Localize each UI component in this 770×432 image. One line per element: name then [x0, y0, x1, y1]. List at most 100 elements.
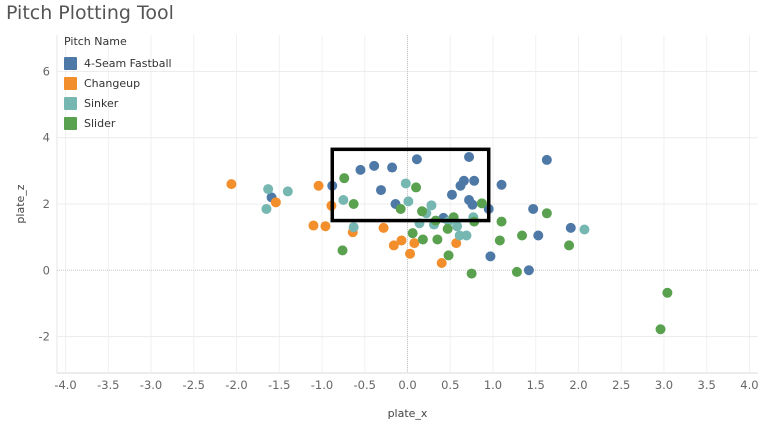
x-axis-label: plate_x: [388, 407, 428, 420]
legend-swatch: [64, 116, 77, 130]
y-axis-label: plate_z: [14, 184, 27, 223]
point-slider: [348, 199, 359, 209]
legend-label: Changeup: [84, 76, 141, 90]
point-slider: [517, 230, 528, 241]
legend-item-sinker[interactable]: Sinker: [64, 93, 172, 113]
point-sinker: [426, 200, 437, 211]
point-4-seam-fastball: [387, 162, 398, 173]
point-slider: [432, 234, 443, 245]
point-changeup: [388, 240, 399, 251]
point-slider: [337, 245, 348, 256]
point-4-seam-fastball: [485, 251, 496, 262]
legend-label: Sinker: [84, 96, 119, 110]
point-slider: [494, 235, 505, 246]
point-4-seam-fastball: [355, 164, 366, 175]
y-tick-label: 4: [43, 131, 50, 145]
legend-swatch: [64, 56, 77, 70]
point-sinker: [579, 224, 590, 235]
point-changeup: [320, 221, 331, 232]
x-tick-label: 2.5: [612, 378, 630, 392]
point-changeup: [436, 257, 447, 268]
point-changeup: [405, 248, 416, 259]
point-changeup: [451, 238, 462, 249]
point-sinker: [403, 196, 414, 207]
point-slider: [496, 216, 507, 227]
point-slider: [511, 266, 522, 277]
point-sinker: [282, 186, 293, 197]
x-tick-label: 4.0: [740, 378, 758, 392]
legend-item-4-seam-fastball[interactable]: 4-Seam Fastball: [64, 53, 172, 73]
point-sinker: [348, 222, 359, 233]
point-sinker: [263, 184, 274, 195]
point-slider: [417, 206, 428, 217]
point-changeup: [270, 197, 281, 208]
point-changeup: [308, 220, 319, 231]
point-changeup: [396, 235, 407, 246]
x-tick-label: -3.0: [140, 378, 162, 392]
point-sinker: [454, 230, 465, 241]
legend-title: Pitch Name: [64, 35, 127, 48]
point-4-seam-fastball: [541, 154, 552, 165]
point-4-seam-fastball: [533, 230, 544, 241]
point-slider: [541, 208, 552, 219]
legend-swatch: [64, 76, 77, 90]
x-tick-label: 1.0: [484, 378, 502, 392]
point-slider: [662, 287, 673, 298]
point-slider: [339, 173, 350, 184]
x-tick-label: -2.0: [225, 378, 247, 392]
point-4-seam-fastball: [467, 199, 478, 210]
legend-item-slider[interactable]: Slider: [64, 113, 172, 133]
point-sinker: [461, 230, 472, 241]
point-changeup: [378, 222, 389, 233]
point-4-seam-fastball: [523, 265, 534, 276]
point-slider: [442, 223, 453, 234]
point-slider: [443, 250, 454, 261]
y-tick-label: 2: [43, 197, 50, 211]
point-changeup: [226, 179, 237, 190]
y-tick-label: 0: [43, 263, 50, 277]
point-sinker: [338, 195, 349, 206]
point-sinker: [400, 178, 411, 189]
point-changeup: [409, 238, 420, 249]
x-tick-label: -1.5: [268, 378, 290, 392]
point-4-seam-fastball: [464, 151, 475, 162]
point-4-seam-fastball: [446, 189, 457, 200]
legend-item-changeup[interactable]: Changeup: [64, 73, 172, 93]
point-slider: [417, 234, 428, 245]
x-tick-label: 2.0: [569, 378, 587, 392]
point-slider: [395, 203, 406, 214]
point-sinker: [452, 221, 463, 232]
strike-zone-box: [330, 147, 491, 223]
point-slider: [407, 228, 418, 239]
point-sinker: [261, 203, 272, 214]
x-tick-label: -4.0: [54, 378, 76, 392]
y-tick-label: 6: [43, 64, 50, 78]
x-tick-label: -0.5: [354, 378, 376, 392]
x-tick-label: -3.5: [97, 378, 119, 392]
point-4-seam-fastball: [375, 185, 386, 196]
x-tick-label: -2.5: [183, 378, 205, 392]
point-4-seam-fastball: [458, 175, 469, 186]
point-4-seam-fastball: [411, 154, 422, 165]
x-tick-label: 3.0: [655, 378, 673, 392]
x-tick-label: 0.5: [441, 378, 459, 392]
point-slider: [411, 182, 422, 193]
x-tick-label: 3.5: [698, 378, 716, 392]
legend-swatch: [64, 96, 77, 110]
page-title: Pitch Plotting Tool: [6, 2, 174, 24]
point-4-seam-fastball: [469, 175, 480, 186]
y-tick-label: -2: [39, 330, 50, 344]
point-slider: [564, 240, 575, 251]
point-slider: [466, 268, 477, 279]
point-slider: [476, 198, 487, 209]
x-tick-label: 0.0: [398, 378, 416, 392]
legend-label: Slider: [84, 116, 116, 130]
point-changeup: [313, 180, 324, 191]
point-4-seam-fastball: [496, 179, 507, 190]
legend-label: 4-Seam Fastball: [84, 56, 172, 70]
x-tick-label: -1.0: [311, 378, 333, 392]
point-4-seam-fastball: [528, 203, 539, 214]
point-slider: [655, 324, 666, 335]
point-4-seam-fastball: [369, 160, 380, 171]
